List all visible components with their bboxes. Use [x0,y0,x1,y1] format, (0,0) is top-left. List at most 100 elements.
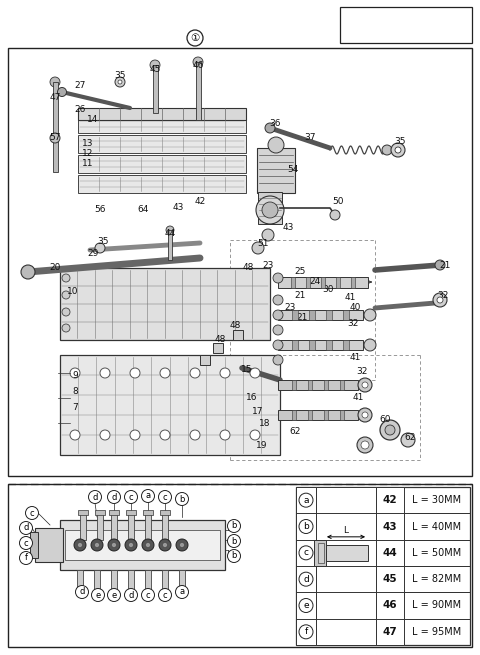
Text: 48: 48 [242,263,254,272]
Text: 37: 37 [304,134,316,143]
Circle shape [77,542,83,548]
Bar [258,192,282,224]
Bar [162,512,168,540]
Text: 20: 20 [49,263,60,272]
Bar [213,343,223,353]
Circle shape [166,226,174,234]
Text: 56: 56 [94,206,106,214]
Circle shape [273,340,283,350]
Bar [8,48,472,476]
Circle shape [100,368,110,378]
Circle shape [145,542,151,548]
Circle shape [62,324,70,332]
Circle shape [364,339,376,351]
Text: L = 82MM: L = 82MM [412,574,462,584]
Text: c: c [129,493,133,502]
Circle shape [268,137,284,153]
Bar [95,510,105,515]
Bar [8,484,472,647]
Text: NOTE: NOTE [392,10,420,18]
Text: 47: 47 [49,94,60,102]
Circle shape [92,588,105,601]
Text: a: a [180,588,185,597]
Text: 19: 19 [256,441,268,449]
Text: 18: 18 [259,419,271,428]
Bar [324,410,328,420]
Text: 9: 9 [72,371,78,379]
Text: 43: 43 [172,202,184,212]
Circle shape [228,550,240,563]
Circle shape [95,243,105,253]
Text: a: a [303,496,309,504]
Text: 51: 51 [257,240,269,248]
Circle shape [176,493,189,506]
Text: d: d [92,493,98,502]
Bar [162,570,168,592]
Bar [145,512,151,540]
Circle shape [129,542,133,548]
Circle shape [273,273,283,283]
Bar [308,380,312,390]
Bar [78,155,246,173]
Bar [278,277,368,288]
Bar [94,570,100,592]
Bar [126,510,136,515]
Text: 62: 62 [404,434,416,443]
Bar [296,487,470,645]
Circle shape [401,433,415,447]
Text: d: d [79,588,84,597]
Text: 32: 32 [356,367,368,377]
Circle shape [252,242,264,254]
Text: 30: 30 [322,286,334,295]
Circle shape [382,145,392,155]
Circle shape [299,599,313,612]
Bar [278,310,363,320]
Bar [376,487,404,645]
Bar [195,62,201,120]
Circle shape [180,542,184,548]
Circle shape [190,368,200,378]
Bar [179,570,185,592]
Circle shape [176,539,188,551]
Circle shape [124,588,137,601]
Circle shape [273,295,283,305]
Bar [109,510,119,515]
Text: 41: 41 [349,354,360,362]
Text: L = 95MM: L = 95MM [412,627,462,637]
Circle shape [125,539,137,551]
Circle shape [357,437,373,453]
Circle shape [358,378,372,392]
Text: 26: 26 [74,105,86,115]
Circle shape [262,229,274,241]
Text: c: c [163,591,168,599]
Bar [296,487,316,645]
Text: c: c [303,548,309,557]
Text: 44: 44 [383,548,397,558]
Circle shape [299,493,313,507]
Bar [292,410,297,420]
Circle shape [391,143,405,157]
Circle shape [160,430,170,440]
Bar [145,570,151,592]
Circle shape [88,491,101,504]
Text: 35: 35 [97,238,109,246]
Text: 41: 41 [344,293,356,301]
Bar [308,410,312,420]
Bar [351,277,355,288]
Circle shape [250,430,260,440]
Circle shape [130,430,140,440]
Text: c: c [163,493,168,502]
Text: 42: 42 [194,198,205,206]
Text: 8: 8 [72,388,78,396]
Circle shape [228,519,240,533]
Bar [314,540,326,566]
Bar [65,530,220,560]
Circle shape [273,310,283,320]
Circle shape [265,123,275,133]
Circle shape [228,534,240,548]
Circle shape [115,77,125,87]
Circle shape [20,552,33,565]
Text: d: d [303,574,309,584]
Circle shape [299,625,313,639]
Circle shape [111,542,117,548]
